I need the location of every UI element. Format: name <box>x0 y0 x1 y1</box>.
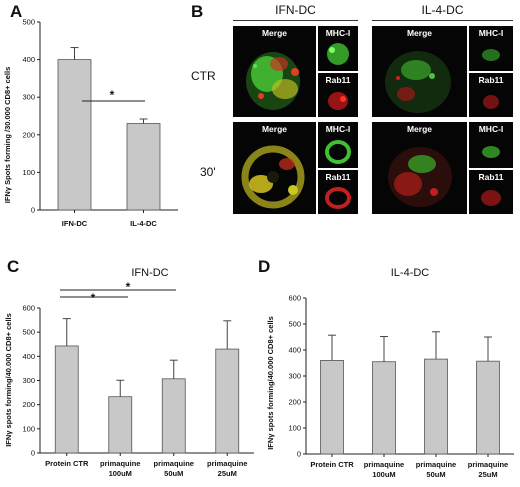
tile-label-rab: Rab11 <box>325 172 351 182</box>
chart-c: 0 100 200 300 400 500 600 Protein CTR primaquine… <box>4 267 254 478</box>
tile-label-rab: Rab11 <box>478 172 504 182</box>
micrograph-il4-ctr-mhc: MHC-I <box>469 26 513 71</box>
panel-letter-d: D <box>258 257 271 276</box>
chart-a-content: 0 100 200 300 400 500 IFN-DC IL-4-DC <box>22 18 178 228</box>
bar <box>476 360 500 455</box>
y-tick-label: 600 <box>288 294 301 303</box>
micrograph-il4-30-mhc: MHC-I <box>469 122 513 168</box>
category-label: 100uM <box>109 469 132 478</box>
micrograph-il4-30-merge: Merge <box>372 122 467 214</box>
y-tick-label: 500 <box>288 320 301 329</box>
row-label-ctr: CTR <box>191 69 216 83</box>
micrograph-ifn-ctr-rab: Rab11 <box>318 73 358 117</box>
category-label: primaquine <box>364 460 404 469</box>
category-label: IL-4-DC <box>130 219 157 228</box>
chart-d: 0 100 200 300 400 500 600 Protein CTR primaquine… <box>266 267 514 479</box>
category-label: primaquine <box>416 460 456 469</box>
micrograph-il4-ctr-merge: Merge <box>372 26 467 117</box>
micrograph-il4-30-rab: Rab11 <box>469 170 513 214</box>
tile-label-rab: Rab11 <box>325 75 351 85</box>
y-tick-label: 0 <box>31 206 35 215</box>
category-label: primaquine <box>154 459 194 468</box>
tile-label-mhc: MHC-I <box>325 124 351 134</box>
bar <box>161 378 186 454</box>
bar <box>54 345 79 454</box>
panel-letter-b: B <box>191 2 204 21</box>
y-tick-label: 300 <box>288 372 301 381</box>
category-label: primaquine <box>207 459 247 468</box>
y-tick-label: 0 <box>31 449 35 458</box>
tile-label-mhc: MHC-I <box>325 28 351 38</box>
row-label-30: 30' <box>200 165 216 179</box>
category-label: IFN-DC <box>62 219 88 228</box>
group-header-ifn-dc: IFN-DC <box>275 3 316 17</box>
tile-label-rab: Rab11 <box>478 75 504 85</box>
micrograph-ifn-30-merge: Merge <box>233 122 316 214</box>
micrograph-ifn-30-mhc: MHC-I <box>318 122 358 168</box>
panel-letter-c: C <box>7 257 20 276</box>
category-label: Protein CTR <box>45 459 89 468</box>
y-tick-label: 500 <box>22 328 35 337</box>
bar <box>372 361 396 455</box>
micrograph-il4-ctr-rab: Rab11 <box>469 73 513 117</box>
y-tick-label: 400 <box>288 346 301 355</box>
category-label: 25uM <box>218 469 237 478</box>
panel-letter-a: A <box>10 2 23 21</box>
micrograph-ifn-ctr-mhc: MHC-I <box>318 26 358 71</box>
tile-label-merge: Merge <box>406 124 433 134</box>
category-label: 25uM <box>478 470 497 479</box>
sig-star-c1: * <box>91 291 96 305</box>
group-header-il4-dc: IL-4-DC <box>421 3 464 17</box>
micrograph-ifn-ctr-merge: Merge <box>233 26 316 117</box>
y-tick-label: 500 <box>22 18 35 27</box>
y-tick-label: 200 <box>288 398 301 407</box>
bar <box>57 59 92 211</box>
y-tick-label: 400 <box>22 352 35 361</box>
group-header-ifn-line <box>233 20 358 21</box>
y-tick-label: 600 <box>22 304 35 313</box>
tile-label-merge: Merge <box>261 124 288 134</box>
bar <box>424 358 448 455</box>
micrograph-ifn-30-rab: Rab11 <box>318 170 358 214</box>
category-label: 100uM <box>372 470 395 479</box>
y-tick-label: 300 <box>22 93 35 102</box>
y-tick-label: 200 <box>22 130 35 139</box>
chart-d-ylabel: IFNγ spots forming/40.000 CD8+ cells <box>266 316 275 450</box>
group-header-il4-line <box>372 20 513 21</box>
bar <box>126 123 161 211</box>
chart-c-ylabel: IFNγ spots forming/40.000 CD8+ cells <box>4 313 13 447</box>
chart-d-content: 0 100 200 300 400 500 600 Protein CTR primaquine… <box>288 294 514 479</box>
tile-label-mhc: MHC-I <box>478 28 504 38</box>
y-tick-label: 0 <box>297 450 301 459</box>
bar <box>108 396 133 454</box>
chart-c-content: 0 100 200 300 400 500 600 Protein CTR primaquine… <box>22 304 254 478</box>
sig-star-c2: * <box>126 280 131 294</box>
y-tick-label: 100 <box>288 424 301 433</box>
tile-label-merge: Merge <box>261 28 288 38</box>
tile-label-merge: Merge <box>406 28 433 38</box>
chart-d-title: IL-4-DC <box>391 267 430 279</box>
chart-a-ylabel: IFNγ Spots forming /30.000 CD8+ cells <box>3 67 12 204</box>
chart-c-title: IFN-DC <box>131 267 168 279</box>
y-tick-label: 400 <box>22 55 35 64</box>
category-label: Protein CTR <box>310 460 354 469</box>
y-tick-label: 100 <box>22 168 35 177</box>
category-label: 50uM <box>164 469 183 478</box>
sig-star-a: * <box>110 88 115 102</box>
category-label: primaquine <box>468 460 508 469</box>
chart-a: 0 100 200 300 400 500 IFN-DC IL-4-DC IFNγ Spots… <box>3 18 178 228</box>
category-label: primaquine <box>100 459 140 468</box>
y-tick-label: 200 <box>22 400 35 409</box>
y-tick-label: 300 <box>22 376 35 385</box>
bar <box>320 360 344 455</box>
y-tick-label: 100 <box>22 424 35 433</box>
bar <box>215 348 240 454</box>
tile-label-mhc: MHC-I <box>478 124 504 134</box>
category-label: 50uM <box>426 470 445 479</box>
